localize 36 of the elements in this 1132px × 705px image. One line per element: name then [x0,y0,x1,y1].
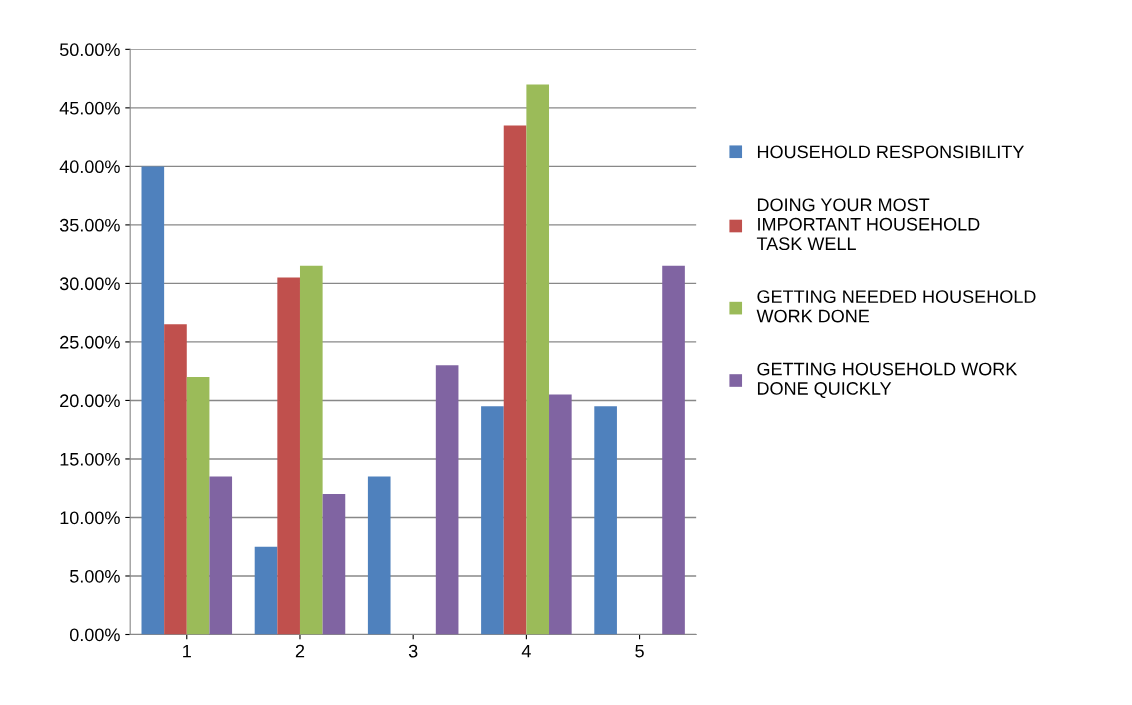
bar [186,377,210,635]
x-tick-label: 2 [295,644,305,658]
y-tick-label: 25.00% [60,335,120,349]
y-tick-label: 5.00% [69,569,120,583]
bar [503,125,527,635]
bar [322,494,346,635]
x-tick-label: 4 [521,644,531,658]
y-tick-label: 50.00% [59,43,120,57]
legend-label: DOING YOUR MOST IMPORTANT HOUSEHOLD TASK WELL [756,198,980,251]
y-tick-label: 40.00% [59,160,120,174]
y-tick-label: 0.00% [69,628,120,642]
bar [435,365,459,635]
y-tick-label: 15.00% [60,452,120,466]
x-tick-label: 3 [408,644,418,658]
y-tick-label: 30.00% [59,277,120,291]
y-tick-label: 45.00% [59,101,120,115]
bar [662,265,685,635]
bar [209,476,233,635]
legend-label: GETTING HOUSEHOLD WORK DONE QUICKLY [757,362,1018,399]
bar [254,546,278,635]
legend-label: GETTING NEEDED HOUSEHOLD WORK DONE [756,290,1036,323]
bar [549,394,572,635]
bar [526,84,550,635]
bar [299,265,323,635]
x-tick-label: 1 [183,644,191,658]
bar [277,277,300,635]
y-tick-label: 20.00% [60,394,120,408]
legend-label: HOUSEHOLD RESPONSIBILITY [757,145,1024,159]
bar [481,406,504,635]
x-tick-label: 5 [635,644,644,658]
bar [367,476,391,635]
bar [164,324,187,635]
y-tick-label: 35.00% [59,218,120,232]
bar [141,166,165,635]
y-tick-label: 10.00% [60,511,120,525]
bar [594,406,617,635]
